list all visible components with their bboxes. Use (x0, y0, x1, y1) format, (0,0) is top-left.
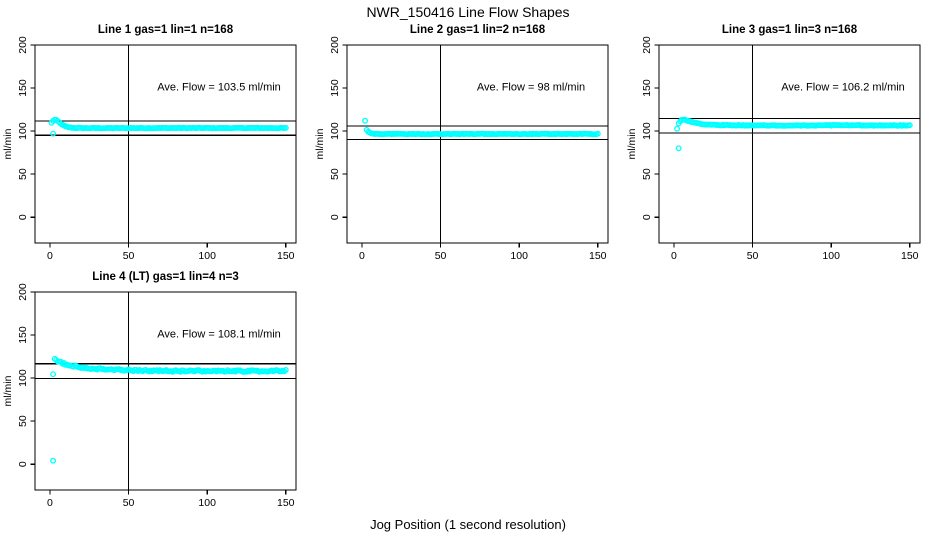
plot-box (658, 44, 921, 244)
y-axis-label: ml/min (314, 128, 326, 159)
outlier-point (50, 130, 57, 137)
x-tick-label: 150 (589, 250, 607, 261)
x-tick-label: 50 (123, 497, 135, 508)
scatter-points (48, 116, 289, 132)
outlier-point (50, 371, 57, 378)
y-tick-label: 100 (17, 122, 29, 140)
y-tick-label: 0 (17, 214, 29, 220)
panel-title: Line 3 gas=1 lin=3 n=168 (722, 24, 858, 36)
outlier-point (362, 117, 369, 124)
data-point (594, 130, 601, 137)
plot-line-2: Line 2 gas=1 lin=2 n=168 0 50 100 150 0 50 100 1… (314, 24, 609, 261)
y-axis-label: ml/min (2, 128, 14, 159)
scatter-points (363, 126, 601, 138)
x-axis-label: Jog Position (1 second resolution) (370, 517, 566, 532)
plot-line-1: Line 1 gas=1 lin=1 n=168 0 50 100 150 0 50 100 1… (2, 24, 297, 261)
y-tick-label: 200 (641, 36, 653, 54)
x-tick-label: 0 (47, 497, 53, 508)
scatter-points (674, 116, 913, 132)
main-title: NWR_150416 Line Flow Shapes (366, 4, 570, 20)
outlier-point (675, 145, 682, 152)
x-tick-label: 0 (359, 250, 365, 261)
x-tick-label: 100 (198, 250, 216, 261)
x-tick-label: 150 (277, 250, 295, 261)
y-tick-label: 50 (17, 415, 29, 427)
outlier-point (50, 457, 57, 464)
panel-line-2: Line 2 gas=1 lin=2 n=168 0 50 100 150 0 50 100 1… (312, 14, 624, 261)
data-point (282, 366, 289, 373)
y-tick-label: 200 (329, 36, 341, 54)
plot-line-4: Line 4 (LT) gas=1 lin=4 n=3 0 50 100 150 0 50 1… (2, 271, 297, 508)
panel-title: Line 4 (LT) gas=1 lin=4 n=3 (92, 271, 238, 283)
y-tick-label: 50 (17, 168, 29, 180)
data-point (906, 122, 913, 129)
y-tick-label: 100 (641, 122, 653, 140)
y-tick-label: 0 (17, 461, 29, 467)
y-tick-label: 0 (329, 214, 341, 220)
y-tick-label: 150 (641, 79, 653, 97)
x-tick-label: 50 (435, 250, 447, 261)
ave-flow-annotation: Ave. Flow = 106.2 ml/min (781, 82, 905, 94)
panel-title: Line 1 gas=1 lin=1 n=168 (98, 24, 234, 36)
y-axis-label: ml/min (626, 128, 638, 159)
x-tick-label: 0 (671, 250, 677, 261)
y-tick-label: 100 (17, 369, 29, 387)
panel-title: Line 2 gas=1 lin=2 n=168 (410, 24, 546, 36)
x-tick-label: 150 (277, 497, 295, 508)
y-tick-label: 200 (17, 283, 29, 301)
x-tick-label: 100 (822, 250, 840, 261)
ave-flow-annotation: Ave. Flow = 98 ml/min (477, 82, 585, 94)
x-tick-label: 100 (510, 250, 528, 261)
y-tick-label: 150 (329, 79, 341, 97)
y-axis-label: ml/min (2, 375, 14, 406)
ave-flow-annotation: Ave. Flow = 108.1 ml/min (157, 329, 281, 341)
plot-box (346, 44, 609, 244)
data-point (674, 125, 681, 132)
ave-flow-annotation: Ave. Flow = 103.5 ml/min (157, 82, 281, 94)
x-tick-label: 0 (47, 250, 53, 261)
y-tick-label: 50 (329, 168, 341, 180)
plot-box (34, 44, 297, 244)
x-tick-label: 100 (198, 497, 216, 508)
y-tick-label: 100 (329, 122, 341, 140)
panel-line-4: Line 4 (LT) gas=1 lin=4 n=3 0 50 100 150 0 50 1… (0, 261, 312, 508)
y-tick-label: 200 (17, 36, 29, 54)
y-tick-label: 150 (17, 326, 29, 344)
panel-line-3: Line 3 gas=1 lin=3 n=168 0 50 100 150 0 50 100 1… (624, 14, 936, 261)
scatter-points (51, 355, 289, 375)
x-tick-label: 50 (123, 250, 135, 261)
panel-line-1: Line 1 gas=1 lin=1 n=168 0 50 100 150 0 50 100 1… (0, 14, 312, 261)
data-point (282, 124, 289, 131)
plot-box (34, 291, 297, 491)
y-tick-label: 0 (641, 214, 653, 220)
x-tick-label: 150 (901, 250, 919, 261)
y-tick-label: 150 (17, 79, 29, 97)
plot-line-3: Line 3 gas=1 lin=3 n=168 0 50 100 150 0 50 100 1… (626, 24, 921, 261)
x-tick-label: 50 (747, 250, 759, 261)
y-tick-label: 50 (641, 168, 653, 180)
